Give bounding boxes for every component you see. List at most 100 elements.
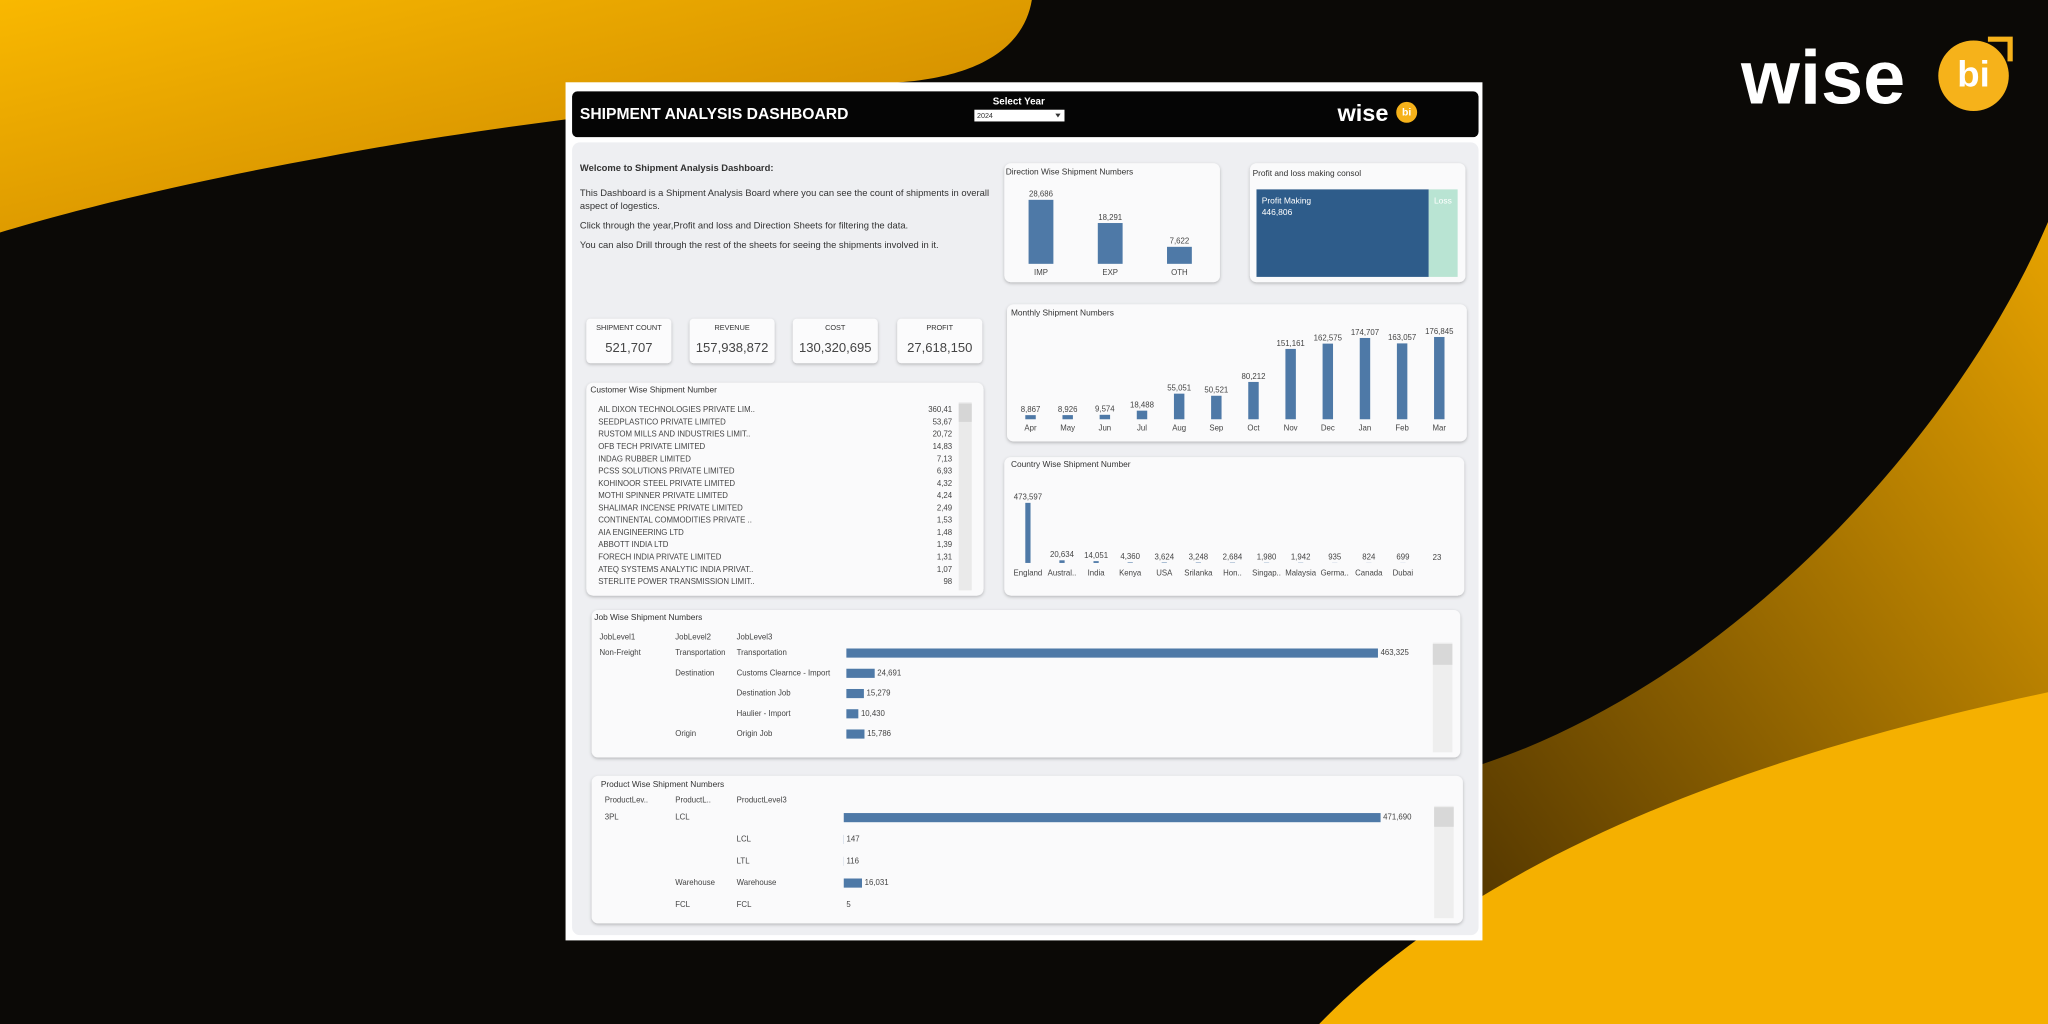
card xyxy=(1007,304,1467,442)
bar-value-label: 28,686 xyxy=(1029,190,1054,199)
kpi-value: 130,320,695 xyxy=(799,340,872,355)
scroll-thumb[interactable] xyxy=(1432,643,1453,665)
customer-name: FORECH INDIA PRIVATE LIMITED xyxy=(598,553,722,562)
year-select[interactable] xyxy=(974,109,1065,122)
scrollbar[interactable] xyxy=(1434,805,1454,919)
bar xyxy=(1359,337,1371,420)
bar xyxy=(1167,246,1192,264)
bar-value-label: 1,980 xyxy=(1257,553,1277,562)
customer-name: KOHINOOR STEEL PRIVATE LIMITED xyxy=(598,479,735,488)
kpi-label: REVENUE xyxy=(714,323,749,332)
brand-badge xyxy=(1938,40,2009,112)
bar-value-label: 20,634 xyxy=(1050,550,1075,559)
category-label: Dec xyxy=(1321,423,1335,432)
header-logo-badge xyxy=(1396,101,1418,123)
treemap-cell xyxy=(1428,189,1458,277)
customer-value: 1,31 xyxy=(937,553,952,562)
customer-value: 1,53 xyxy=(937,516,953,525)
bar xyxy=(846,709,859,719)
bar-value-label: 4,360 xyxy=(1120,552,1140,561)
customer-name: MOTHI SPINNER PRIVATE LIMITED xyxy=(598,491,728,500)
kpi-card xyxy=(689,318,775,364)
row-label: LTL xyxy=(737,856,751,865)
category-label: USA xyxy=(1156,568,1173,577)
bar-value-label: 471,690 xyxy=(1383,813,1412,822)
bar xyxy=(1173,393,1185,420)
customer-value: 1,48 xyxy=(937,528,953,537)
scroll-thumb[interactable] xyxy=(1434,807,1454,827)
row-label: FCL xyxy=(737,900,752,909)
card xyxy=(1004,163,1220,283)
customer-name: STERLITE POWER TRANSMISSION LIMIT.. xyxy=(598,577,754,586)
bar-value-label: 116 xyxy=(846,856,859,865)
customer-name: AIA ENGINEERING LTD xyxy=(598,528,684,537)
bar-value-label: 935 xyxy=(1328,553,1342,562)
bar xyxy=(1434,336,1445,420)
category-label: Nov xyxy=(1284,423,1298,432)
category-label: Apr xyxy=(1024,423,1037,432)
customer-value: 14,83 xyxy=(933,442,953,451)
customer-name: SHALIMAR INCENSE PRIVATE LIMITED xyxy=(598,503,743,512)
treemap-label: Loss xyxy=(1434,195,1452,205)
welcome-text: You can also Drill through the rest of t… xyxy=(579,239,939,252)
bar-value-label: 8,867 xyxy=(1021,405,1041,414)
category-label: Canada xyxy=(1355,568,1383,577)
category-label: Dubai xyxy=(1393,568,1414,577)
category-label: IMP xyxy=(1034,268,1048,277)
kpi-value: 157,938,872 xyxy=(696,340,769,355)
bar xyxy=(1097,223,1123,264)
bar-value-label: 151,161 xyxy=(1276,339,1304,348)
customer-name: PCSS SOLUTIONS PRIVATE LIMITED xyxy=(598,467,735,476)
kpi-value: 521,707 xyxy=(605,340,652,355)
row-label: Warehouse xyxy=(737,878,777,887)
bar-value-label: 2,684 xyxy=(1223,552,1243,561)
row-label: Customs Clearnce - Import xyxy=(737,668,831,677)
category-label: England xyxy=(1014,568,1043,577)
dropdown-arrow[interactable] xyxy=(1055,113,1061,118)
category-label: Feb xyxy=(1395,423,1409,432)
bar-value-label: 10,430 xyxy=(861,709,886,718)
bar xyxy=(1025,415,1036,420)
row-label: Transportation xyxy=(675,648,725,657)
table-title: Customer Wise Shipment Number xyxy=(590,385,717,395)
customer-value: 4,32 xyxy=(937,479,952,488)
customer-value: 2,49 xyxy=(937,503,952,512)
treemap-cell xyxy=(1256,189,1429,277)
welcome-text: This Dashboard is a Shipment Analysis Bo… xyxy=(579,187,990,212)
year-value[interactable]: 2024 xyxy=(977,112,993,120)
bar xyxy=(1028,199,1054,264)
bar-value-label: 824 xyxy=(1362,553,1376,562)
row-label: Warehouse xyxy=(675,878,715,887)
card xyxy=(586,382,984,596)
bar-value-label: 5 xyxy=(846,900,851,909)
customer-name: CONTINENTAL COMMODITIES PRIVATE .. xyxy=(598,516,752,525)
kpi-card xyxy=(897,318,983,364)
customer-value: 98 xyxy=(943,577,952,586)
scroll-thumb[interactable] xyxy=(958,403,972,422)
row-label: Non-Freight xyxy=(600,648,642,657)
bar-value-label: 18,488 xyxy=(1130,401,1155,410)
chart-title: Product Wise Shipment Numbers xyxy=(601,779,724,789)
scrollbar[interactable] xyxy=(958,402,972,591)
scrollbar[interactable] xyxy=(1432,642,1453,753)
category-label: Malaysia xyxy=(1285,568,1317,577)
bar-value-label: 1,942 xyxy=(1291,553,1311,562)
chart-title: Direction Wise Shipment Numbers xyxy=(1006,167,1134,177)
category-label: Oct xyxy=(1247,423,1260,432)
kpi-label: SHIPMENT COUNT xyxy=(596,323,662,332)
bar xyxy=(1059,560,1065,563)
bar-value-label: 24,691 xyxy=(877,668,901,677)
category-label: Jul xyxy=(1137,423,1147,432)
welcome-text: Click through the year,Profit and loss a… xyxy=(579,219,909,232)
column-header: JobLevel3 xyxy=(737,632,773,641)
customer-value: 1,39 xyxy=(937,540,952,549)
customer-value: 6,93 xyxy=(937,467,953,476)
category-label: Austral.. xyxy=(1048,568,1077,577)
card xyxy=(591,609,1461,758)
customer-name: OFB TECH PRIVATE LIMITED xyxy=(598,442,705,451)
welcome-heading: Welcome to Shipment Analysis Dashboard: xyxy=(579,161,774,174)
category-label: Mar xyxy=(1433,423,1447,432)
customer-name: ATEQ SYSTEMS ANALYTIC INDIA PRIVAT.. xyxy=(598,565,753,574)
kpi-label: COST xyxy=(825,323,846,332)
